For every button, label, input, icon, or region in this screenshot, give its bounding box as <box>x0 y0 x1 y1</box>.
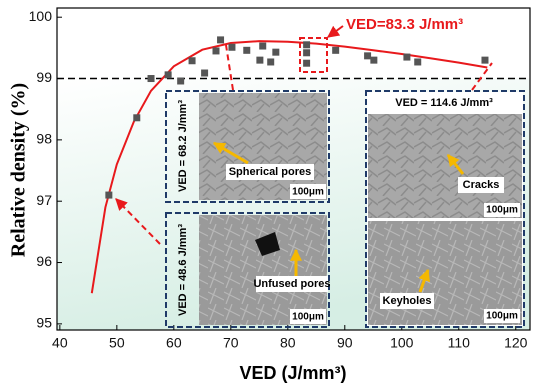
callout-arrow <box>327 25 344 38</box>
plot-frame <box>56 7 531 331</box>
y-tick-label: 95 <box>36 315 52 331</box>
x-tick-label: 40 <box>52 335 68 351</box>
x-tick-label: 120 <box>504 335 528 351</box>
inset-frame <box>365 90 525 328</box>
label-bg <box>226 164 314 180</box>
x-tick-label: 80 <box>280 335 296 351</box>
inset-frame <box>165 212 330 328</box>
pointer <box>446 154 465 175</box>
data-point <box>147 75 155 83</box>
data-point <box>228 43 236 51</box>
pointer <box>212 141 249 165</box>
label-bg <box>256 276 328 292</box>
inset-ved: VED = 68.2 J/mm³ <box>177 100 189 192</box>
x-tick-label: 100 <box>390 335 414 351</box>
inset-ved: VED = 48.6 J/mm³ <box>177 224 189 316</box>
label-bg <box>458 177 504 193</box>
data-point <box>243 46 251 54</box>
label-bg <box>290 309 326 324</box>
y-tick-label: 98 <box>36 131 52 147</box>
callout-line <box>471 62 493 91</box>
data-point <box>105 191 113 199</box>
data-point <box>164 71 172 79</box>
y-axis-label: Relative density (%) <box>8 83 30 257</box>
data-point <box>267 58 275 66</box>
y-tick-label: 96 <box>36 253 52 269</box>
data-point <box>364 52 372 60</box>
inset-frame <box>165 90 330 203</box>
y-tick-label: 97 <box>36 192 52 208</box>
data-point <box>256 56 264 64</box>
data-point <box>303 49 311 57</box>
data-point <box>303 41 311 49</box>
pointer <box>418 268 430 293</box>
feature-label: Keyholes <box>383 295 432 307</box>
insets: VED = 68.2 J/mm³ Spherical pores 100μm V… <box>165 90 525 328</box>
data-point <box>217 36 225 44</box>
scale-bar-label: 100μm <box>486 311 518 322</box>
data-point <box>272 48 280 56</box>
label-bg <box>484 309 520 323</box>
data-point <box>370 56 378 64</box>
data-point <box>332 46 340 54</box>
micrograph <box>199 215 327 325</box>
callouts: VED=83.3 J/mm³ <box>115 16 493 245</box>
scale-bar-label: 100μm <box>292 312 324 323</box>
x-tick-label: 70 <box>223 335 239 351</box>
y-tick-label: 99 <box>36 69 52 85</box>
scale-bar-label: 100μm <box>486 205 518 216</box>
data-point <box>403 53 411 61</box>
data-point <box>188 57 196 65</box>
feature-label: Cracks <box>463 179 500 191</box>
pore <box>255 232 280 256</box>
callout-line <box>225 44 234 91</box>
data-point <box>212 47 220 55</box>
data-point <box>177 77 185 85</box>
data-point <box>133 114 141 122</box>
x-tick-label: 90 <box>337 335 353 351</box>
label-bg <box>290 184 326 199</box>
x-tick-label: 60 <box>166 335 182 351</box>
feature-label: Spherical pores <box>229 166 312 178</box>
scale-bar-label: 100μm <box>292 187 324 198</box>
feature-label: Unfused pores <box>253 278 330 290</box>
x-tick-label: 50 <box>109 335 125 351</box>
x-axis-label: VED (J/mm³) <box>239 363 346 383</box>
micrograph <box>368 114 522 218</box>
label-bg <box>484 203 520 217</box>
y-tick-label: 100 <box>29 8 53 24</box>
peak-annotation: VED=83.3 J/mm³ <box>346 16 463 33</box>
highlight-box <box>299 37 328 73</box>
data-point <box>481 56 489 64</box>
x-tick-label: 110 <box>448 335 471 351</box>
data-point <box>259 42 267 50</box>
inset-ved: VED = 114.6 J/mm³ <box>395 97 493 109</box>
data-point <box>414 58 422 66</box>
data-point <box>201 69 209 77</box>
data-point <box>303 59 311 67</box>
fit-curve <box>90 40 488 294</box>
callout-arrow <box>115 198 161 245</box>
label-bg <box>380 293 434 309</box>
